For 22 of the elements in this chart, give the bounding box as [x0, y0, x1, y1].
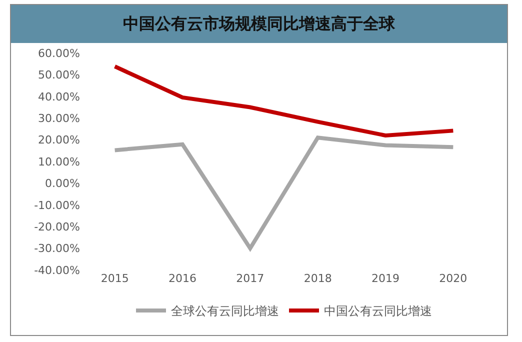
- x-tick-label: 2015: [100, 272, 129, 285]
- y-tick-label: 20.00%: [38, 134, 80, 147]
- y-tick-label: 30.00%: [38, 112, 80, 125]
- y-tick-label: -20.00%: [34, 220, 80, 234]
- y-tick-label: 10.00%: [38, 155, 80, 168]
- x-tick-label: 2018: [304, 272, 332, 285]
- x-tick-label: 2016: [168, 272, 196, 285]
- y-tick-label: -40.00%: [34, 264, 80, 277]
- legend-label: 全球公有云同比增速: [171, 304, 279, 318]
- y-tick-label: -10.00%: [34, 198, 80, 212]
- x-tick-label: 2019: [372, 272, 400, 285]
- y-tick-label: 0.00%: [45, 177, 80, 190]
- legend-label: 中国公有云同比增速: [324, 304, 432, 318]
- line-series: [112, 64, 456, 138]
- x-tick-label: 2017: [236, 272, 264, 285]
- y-tick-label: 40.00%: [38, 90, 80, 104]
- y-tick-label: 60.00%: [38, 46, 80, 60]
- y-tick-label: 50.00%: [38, 68, 80, 82]
- x-tick-label: 2020: [439, 272, 468, 285]
- line-series: [112, 136, 456, 250]
- chart-title: 中国公有云市场规模同比增速高于全球: [11, 5, 507, 43]
- y-tick-label: -30.00%: [34, 242, 80, 256]
